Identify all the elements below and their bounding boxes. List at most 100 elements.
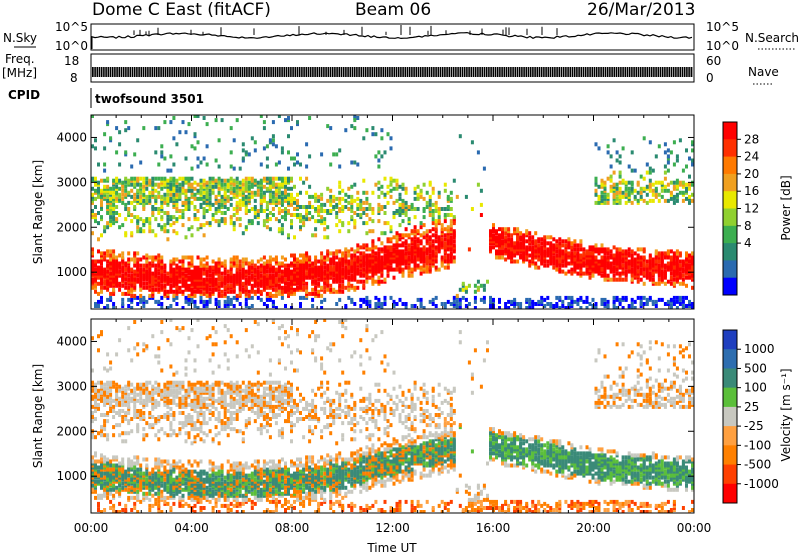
heatmap-cell [470, 207, 474, 211]
heatmap-cell [106, 184, 110, 189]
heatmap-cell [305, 164, 309, 169]
heatmap-cell [190, 194, 194, 199]
heatmap-cell [211, 273, 215, 278]
heatmap-cell [91, 411, 94, 415]
heatmap-cell [91, 388, 94, 393]
heatmap-cell [103, 273, 107, 278]
heatmap-cell [368, 253, 372, 258]
heatmap-cell [588, 245, 592, 250]
heatmap-cell [326, 257, 330, 262]
heatmap-cell [522, 233, 526, 238]
heatmap-cell [118, 253, 122, 258]
heatmap-cell [271, 302, 275, 306]
heatmap-cell [259, 273, 263, 278]
heatmap-cell [564, 271, 568, 276]
heatmap-cell [94, 289, 97, 294]
heatmap-cell [413, 229, 417, 234]
heatmap-cell [434, 259, 438, 264]
heatmap-cell [163, 273, 167, 278]
heatmap-cell [151, 384, 155, 389]
heatmap-cell [579, 273, 583, 278]
heatmap-cell [392, 304, 396, 308]
heatmap-cell [154, 398, 158, 403]
heatmap-cell [277, 207, 281, 211]
heatmap-cell [630, 267, 634, 272]
heatmap-cell [630, 168, 634, 173]
heatmap-cell [241, 142, 245, 147]
heatmap-cell [416, 263, 420, 268]
heatmap-cell [157, 207, 161, 211]
heatmap-cell [112, 249, 116, 254]
heatmap-cell [136, 485, 140, 490]
heatmap-cell [404, 227, 408, 232]
heatmap-cell [660, 251, 664, 256]
heatmap-cell [371, 126, 375, 131]
heatmap-cell [181, 259, 185, 264]
heatmap-cell [615, 247, 619, 252]
heatmap-cell [262, 194, 266, 199]
heatmap-cell [431, 221, 435, 226]
heatmap-cell [609, 263, 613, 268]
heatmap-cell [305, 281, 309, 286]
heatmap-cell [109, 253, 113, 258]
heatmap-cell [513, 241, 517, 246]
heatmap-cell [127, 178, 131, 183]
heatmap-cell [501, 239, 504, 244]
heatmap-cell [600, 302, 604, 306]
heatmap-cell [109, 400, 113, 405]
heatmap-cell [549, 241, 553, 246]
heatmap-cell [419, 265, 423, 270]
heatmap-cell [347, 253, 351, 258]
heatmap-cell [663, 142, 667, 147]
heatmap-cell [151, 263, 155, 268]
heatmap-cell [284, 217, 287, 222]
heatmap-cell [567, 237, 571, 242]
heatmap-cell [353, 115, 357, 118]
heatmap-cell [302, 180, 306, 185]
heatmap-cell [100, 295, 103, 300]
heatmap-cell [130, 459, 134, 464]
heatmap-cell [121, 188, 125, 193]
heatmap-cell [151, 184, 155, 189]
heatmap-cell [115, 382, 119, 387]
heatmap-cell [184, 200, 188, 205]
heatmap-cell [591, 297, 595, 302]
heatmap-cell [317, 259, 321, 264]
heatmap-cell [160, 510, 164, 513]
heatmap-cell [552, 237, 556, 242]
heatmap-cell [317, 265, 321, 270]
heatmap-cell [308, 273, 312, 278]
heatmap-cell [160, 215, 164, 220]
heatmap-cell [449, 219, 453, 224]
heatmap-cell [347, 207, 351, 211]
heatmap-cell [169, 120, 173, 125]
heatmap-cell [118, 269, 122, 274]
heatmap-cell [528, 297, 532, 302]
heatmap-cell [127, 291, 131, 296]
heatmap-cell [344, 265, 348, 270]
heatmap-cell [121, 200, 125, 205]
heatmap-cell [145, 421, 149, 426]
heatmap-cell [597, 184, 601, 189]
heatmap-cell [202, 194, 206, 199]
heatmap-cell [145, 463, 149, 468]
heatmap-cell [112, 463, 116, 468]
heatmap-cell [443, 182, 447, 187]
heatmap-cell [211, 217, 215, 222]
heatmap-cell [199, 273, 203, 278]
heatmap-cell [356, 285, 360, 290]
heatmap-cell [130, 176, 134, 181]
heatmap-cell [353, 249, 357, 254]
heatmap-cell [247, 293, 251, 298]
heatmap-cell [383, 263, 387, 268]
heatmap-cell [537, 253, 541, 258]
heatmap-cell [145, 273, 149, 278]
heatmap-cell [97, 162, 100, 167]
heatmap-cell [588, 302, 592, 306]
heatmap-cell [440, 227, 444, 232]
heatmap-cell [262, 255, 266, 260]
heatmap-cell [561, 249, 565, 254]
heatmap-cell [332, 205, 336, 209]
heatmap-cell [338, 219, 342, 224]
heatmap-cell [106, 477, 110, 482]
